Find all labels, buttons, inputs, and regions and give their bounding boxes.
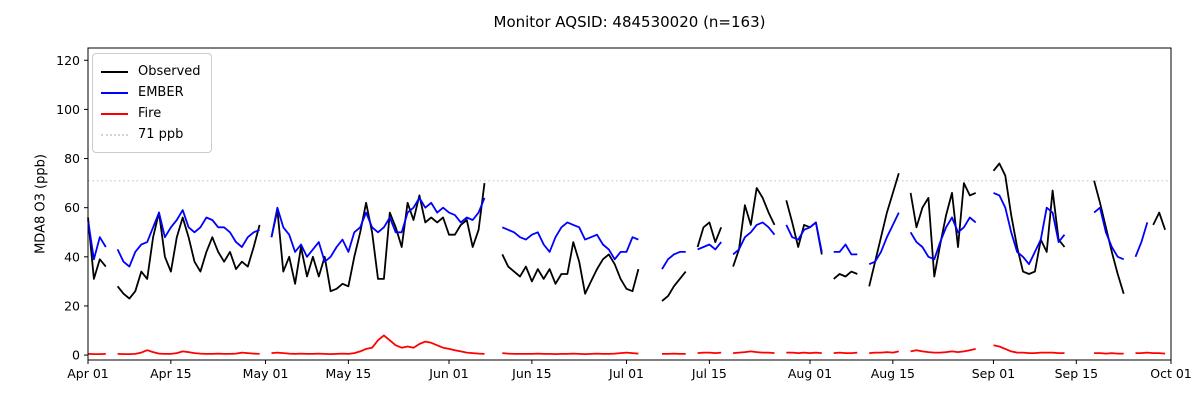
fire-line (271, 334, 485, 356)
observed-line-swatch (101, 70, 128, 73)
legend-item-threshold: 71 ppb (101, 124, 201, 145)
observed-line (732, 187, 776, 267)
ember-line (87, 219, 107, 261)
y-tick-label: 80 (64, 151, 80, 166)
observed-line (1152, 211, 1166, 231)
fire-line (786, 351, 822, 355)
ember-line (697, 241, 722, 251)
ember-line (1093, 206, 1125, 261)
y-tick-label: 120 (56, 53, 80, 68)
fire-line (993, 344, 1065, 355)
fire-line (117, 349, 260, 356)
x-tick-label: Jun 15 (511, 366, 551, 381)
threshold-line-swatch (101, 133, 128, 136)
observed-line (501, 241, 640, 295)
ember-line-swatch (101, 91, 128, 94)
observed-line (270, 182, 486, 293)
ember-line (785, 221, 823, 253)
chart-title: Monitor AQSID: 484530020 (n=163) (493, 13, 766, 31)
observed-line (116, 211, 261, 300)
legend-label: EMBER (138, 85, 184, 100)
ember-line (868, 212, 900, 266)
x-tick-label: May 01 (243, 366, 289, 381)
observed-line (992, 162, 1066, 275)
x-tick-label: Apr 15 (150, 366, 192, 381)
x-tick-label: Oct 01 (1150, 366, 1192, 381)
observed-line (868, 173, 900, 287)
ember-line (661, 250, 686, 270)
ember-line (833, 243, 858, 256)
x-tick-label: Aug 15 (871, 366, 915, 381)
ember-line (1134, 222, 1149, 258)
legend-item-fire: Fire (101, 103, 201, 124)
y-tick-label: 20 (64, 298, 80, 313)
fire-line (502, 351, 639, 356)
x-tick-label: Jul 15 (691, 366, 727, 381)
observed-line (87, 217, 107, 280)
x-tick-label: Jun 01 (428, 366, 468, 381)
fire-line (697, 351, 722, 355)
x-tick-label: Sep 01 (972, 366, 1015, 381)
observed-line (909, 182, 977, 278)
legend-label: Observed (138, 64, 201, 79)
fire-line (733, 350, 775, 354)
observed-line (696, 221, 723, 248)
x-tick-label: May 15 (326, 366, 372, 381)
fire-line (1135, 351, 1166, 355)
observed-line (1093, 180, 1125, 294)
ember-line (909, 216, 977, 261)
fire-line-swatch (101, 112, 128, 115)
fire-line (910, 348, 976, 354)
fire-line (1094, 352, 1124, 355)
x-tick-label: Aug 01 (788, 366, 832, 381)
x-tick-label: Sep 15 (1055, 366, 1098, 381)
ember-line (116, 209, 260, 268)
ember-line (501, 221, 639, 261)
ember-line (732, 221, 776, 256)
observed-line (833, 270, 858, 280)
legend: Observed EMBER Fire 71 ppb (92, 53, 212, 153)
x-tick-label: Apr 01 (67, 366, 109, 381)
legend-label: 71 ppb (138, 127, 184, 142)
y-tick-label: 0 (72, 348, 80, 363)
y-tick-label: 40 (64, 249, 80, 264)
ember-line (993, 192, 1066, 266)
fire-line (833, 351, 858, 355)
legend-item-observed: Observed (101, 61, 201, 82)
y-tick-label: 60 (64, 200, 80, 215)
y-tick-label: 100 (56, 102, 80, 117)
legend-label: Fire (138, 106, 162, 121)
legend-item-ember: EMBER (101, 82, 201, 103)
x-tick-label: Jul 01 (608, 366, 644, 381)
observed-line (661, 271, 687, 302)
fire-line (869, 350, 899, 354)
plot-frame (87, 47, 1172, 361)
ember-line (270, 196, 486, 263)
